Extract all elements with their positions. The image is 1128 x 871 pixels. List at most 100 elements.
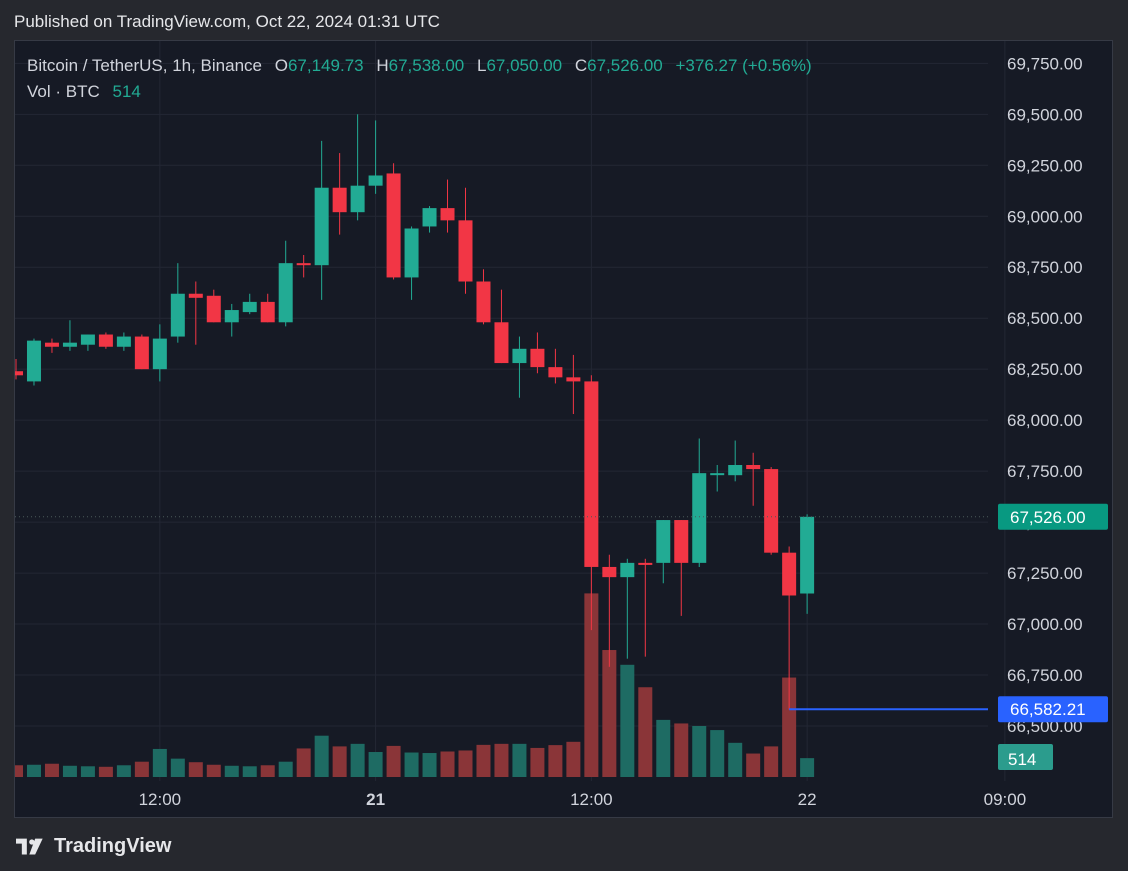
price-marker-tag-label: 66,582.21 xyxy=(1010,700,1086,719)
candle-body[interactable] xyxy=(80,334,95,345)
volume-bar xyxy=(494,743,509,777)
candle-body[interactable] xyxy=(332,187,347,213)
volume-bar xyxy=(44,763,59,777)
candle-body[interactable] xyxy=(530,348,545,368)
candle-body[interactable] xyxy=(512,348,527,364)
symbol-label[interactable]: Bitcoin / TetherUS, 1h, Binance xyxy=(27,56,262,75)
candle-body[interactable] xyxy=(458,220,473,282)
volume-bar xyxy=(116,765,131,777)
candle-body[interactable] xyxy=(746,465,761,470)
candle-body[interactable] xyxy=(350,185,365,213)
low-label: L xyxy=(477,56,487,75)
candle-body[interactable] xyxy=(782,552,797,596)
volume-bar xyxy=(350,743,365,777)
volume-bar xyxy=(386,745,401,777)
low-value: 67,050.00 xyxy=(486,56,563,75)
candle-body[interactable] xyxy=(404,228,419,278)
candle-body[interactable] xyxy=(386,173,401,278)
candle-body[interactable] xyxy=(206,295,221,323)
y-axis-tick-label: 67,750.00 xyxy=(1007,462,1083,481)
volume-bar xyxy=(422,753,437,777)
candle-body[interactable] xyxy=(278,263,293,323)
volume-bar xyxy=(584,593,599,777)
last-price-tag-label: 67,526.00 xyxy=(1010,508,1086,527)
candle-body[interactable] xyxy=(638,562,653,565)
candle-body[interactable] xyxy=(116,336,131,347)
open-value: 67,149.73 xyxy=(287,56,364,75)
volume-bar xyxy=(170,758,185,777)
volume-bar xyxy=(440,751,455,777)
candle-body[interactable] xyxy=(314,187,329,266)
y-axis-tick-label: 68,250.00 xyxy=(1007,360,1083,379)
volume-bar xyxy=(224,765,239,777)
change-value: +376.27 (+0.56%) xyxy=(675,56,812,75)
high-value: 67,538.00 xyxy=(388,56,465,75)
y-axis-tick-label: 69,250.00 xyxy=(1007,156,1083,175)
last-volume-tag-label: 514 xyxy=(1008,750,1036,769)
x-axis-tick-label: 22 xyxy=(798,790,817,809)
candle-body[interactable] xyxy=(242,301,257,313)
candle-body[interactable] xyxy=(584,381,599,567)
volume-bar xyxy=(188,762,203,777)
candle-body[interactable] xyxy=(764,469,779,553)
chart-canvas[interactable]: 69,750.00 69,500.00 69,250.00 69,000.00 68,7… xyxy=(15,41,1113,818)
candle-body[interactable] xyxy=(728,465,743,476)
candle-body[interactable] xyxy=(674,520,689,563)
candle-body[interactable] xyxy=(26,340,41,382)
y-axis-tick-label: 68,500.00 xyxy=(1007,309,1083,328)
close-label: C xyxy=(574,56,588,75)
candle-body[interactable] xyxy=(602,566,617,578)
chart-panel[interactable]: 69,750.00 69,500.00 69,250.00 69,000.00 68,7… xyxy=(14,40,1113,818)
volume-bar xyxy=(458,750,473,777)
y-axis-tick-label: 68,750.00 xyxy=(1007,258,1083,277)
last-volume-tag xyxy=(998,744,1053,770)
price-marker-tag[interactable] xyxy=(998,696,1108,723)
candle-body[interactable] xyxy=(15,371,23,376)
volume-bar xyxy=(368,752,383,777)
y-axis-tick-label: 68,000.00 xyxy=(1007,411,1083,430)
candle-body[interactable] xyxy=(656,520,671,563)
candle-body[interactable] xyxy=(62,342,77,347)
volume-bar xyxy=(26,764,41,777)
candle-body[interactable] xyxy=(548,367,563,378)
x-axis-tick-label: 21 xyxy=(366,790,385,809)
candle-body[interactable] xyxy=(566,377,581,382)
volume-bar xyxy=(512,743,527,777)
candle-body[interactable] xyxy=(152,338,167,370)
volume-bar xyxy=(62,765,77,777)
candle-body[interactable] xyxy=(440,208,455,221)
candle-body[interactable] xyxy=(620,562,635,578)
volume-bar xyxy=(782,677,797,777)
candle-body[interactable] xyxy=(44,342,59,347)
volume-bar xyxy=(638,687,653,777)
volume-bar xyxy=(674,723,689,777)
chart-legend: Bitcoin / TetherUS, 1h, Binance O67,149.… xyxy=(27,55,812,107)
candle-body[interactable] xyxy=(188,293,203,298)
footer-brand-name: TradingView xyxy=(54,835,172,857)
footer-brand[interactable]: TradingView xyxy=(16,835,171,858)
y-axis-tick-label: 69,000.00 xyxy=(1007,207,1083,226)
volume-label[interactable]: Vol · BTC xyxy=(27,82,100,101)
candle-body[interactable] xyxy=(422,208,437,227)
volume-bar xyxy=(404,752,419,777)
candle-body[interactable] xyxy=(260,301,275,323)
volume-bar xyxy=(242,766,257,777)
x-axis-tick-label: 12:00 xyxy=(570,790,613,809)
candle-body[interactable] xyxy=(98,334,113,347)
tradingview-logo-icon xyxy=(16,838,43,854)
candle-body[interactable] xyxy=(476,281,491,323)
candle-body[interactable] xyxy=(224,310,239,323)
candle-body[interactable] xyxy=(170,293,185,337)
volume-bar xyxy=(620,664,635,777)
volume-bar xyxy=(314,735,329,777)
volume-bar xyxy=(800,758,815,777)
candle-body[interactable] xyxy=(368,175,383,186)
candle-body[interactable] xyxy=(710,473,725,476)
candle-body[interactable] xyxy=(296,263,311,266)
candle-body[interactable] xyxy=(800,516,815,594)
candle-body[interactable] xyxy=(692,473,707,563)
candle-body[interactable] xyxy=(494,322,509,364)
volume-bar xyxy=(152,748,167,777)
volume-bar xyxy=(764,746,779,777)
candle-body[interactable] xyxy=(134,336,149,370)
